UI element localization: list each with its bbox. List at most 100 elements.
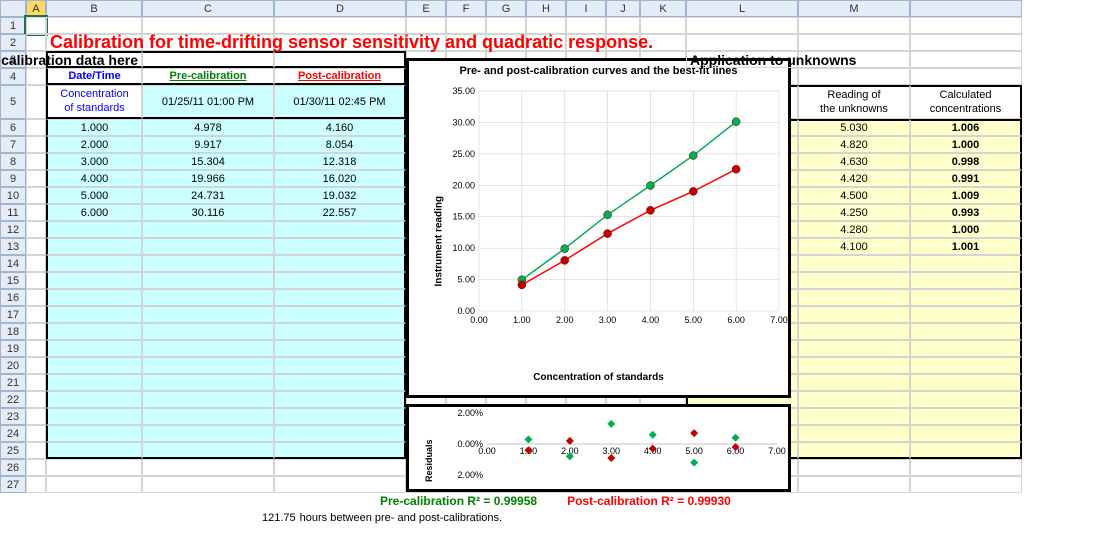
cell[interactable] — [26, 85, 46, 119]
cell[interactable] — [142, 289, 274, 306]
cell[interactable] — [46, 442, 142, 459]
cell[interactable] — [274, 408, 406, 425]
cell[interactable]: 01/30/11 02:45 PM — [274, 85, 406, 119]
row-header[interactable]: 23 — [0, 408, 26, 425]
cell[interactable] — [26, 119, 46, 136]
cell[interactable] — [26, 136, 46, 153]
cell[interactable]: 4.000 — [46, 170, 142, 187]
col-header[interactable]: B — [46, 0, 142, 17]
cell[interactable] — [910, 51, 1022, 68]
cell[interactable]: Pre-calibration — [142, 68, 274, 85]
cell[interactable]: 1.000 — [910, 136, 1022, 153]
cell[interactable] — [274, 476, 406, 493]
cell[interactable] — [910, 272, 1022, 289]
cell[interactable] — [274, 289, 406, 306]
col-header[interactable]: H — [526, 0, 566, 17]
cell[interactable] — [910, 391, 1022, 408]
cell[interactable]: 12.318 — [274, 153, 406, 170]
cell[interactable] — [142, 340, 274, 357]
cell[interactable] — [26, 17, 46, 34]
cell[interactable] — [274, 357, 406, 374]
cell[interactable]: 0.991 — [910, 170, 1022, 187]
cell[interactable]: 16.020 — [274, 170, 406, 187]
row-header[interactable]: 5 — [0, 85, 26, 119]
cell[interactable] — [274, 238, 406, 255]
cell[interactable]: 4.978 — [142, 119, 274, 136]
cell[interactable] — [46, 221, 142, 238]
cell[interactable] — [26, 306, 46, 323]
cell[interactable]: Concentrationof standards — [46, 85, 142, 119]
cell[interactable]: 5.000 — [46, 187, 142, 204]
cell[interactable] — [798, 425, 910, 442]
cell[interactable] — [910, 374, 1022, 391]
cell[interactable]: 4.630 — [798, 153, 910, 170]
cell[interactable]: Calibration for time-drifting sensor sen… — [46, 34, 142, 51]
cell[interactable] — [26, 408, 46, 425]
cell[interactable] — [26, 357, 46, 374]
cell[interactable] — [26, 68, 46, 85]
cell[interactable] — [274, 221, 406, 238]
cell[interactable] — [142, 374, 274, 391]
cell[interactable] — [274, 391, 406, 408]
cell[interactable] — [142, 391, 274, 408]
cell[interactable]: Enter calibration data here — [46, 51, 142, 68]
row-header[interactable]: 22 — [0, 391, 26, 408]
row-header[interactable]: 12 — [0, 221, 26, 238]
cell[interactable] — [26, 238, 46, 255]
cell[interactable] — [910, 408, 1022, 425]
cell[interactable] — [46, 323, 142, 340]
cell[interactable]: 5.030 — [798, 119, 910, 136]
col-header[interactable]: I — [566, 0, 606, 17]
cell[interactable] — [46, 289, 142, 306]
cell[interactable] — [142, 51, 274, 68]
cell[interactable] — [26, 323, 46, 340]
cell[interactable] — [26, 187, 46, 204]
cell[interactable]: 0.998 — [910, 153, 1022, 170]
cell[interactable]: 4.250 — [798, 204, 910, 221]
calibration-chart[interactable]: Pre- and post-calibration curves and the… — [406, 58, 791, 398]
cell[interactable]: 9.917 — [142, 136, 274, 153]
cell[interactable] — [26, 442, 46, 459]
cell[interactable] — [798, 323, 910, 340]
cell[interactable] — [798, 68, 910, 85]
cell[interactable]: 1.001 — [910, 238, 1022, 255]
cell[interactable]: 4.280 — [798, 221, 910, 238]
row-header[interactable]: 14 — [0, 255, 26, 272]
cell[interactable] — [910, 255, 1022, 272]
cell[interactable]: 30.116 — [142, 204, 274, 221]
cell[interactable] — [274, 340, 406, 357]
cell[interactable] — [274, 306, 406, 323]
cell[interactable]: 0.993 — [910, 204, 1022, 221]
row-header[interactable]: 19 — [0, 340, 26, 357]
cell[interactable] — [910, 442, 1022, 459]
cell[interactable] — [26, 340, 46, 357]
cell[interactable] — [142, 408, 274, 425]
cell[interactable] — [26, 459, 46, 476]
cell[interactable]: 15.304 — [142, 153, 274, 170]
cell[interactable]: Application to unknowns — [686, 51, 798, 68]
cell[interactable] — [910, 476, 1022, 493]
cell[interactable]: 19.966 — [142, 170, 274, 187]
cell[interactable] — [26, 272, 46, 289]
cell[interactable] — [910, 68, 1022, 85]
cell[interactable] — [46, 272, 142, 289]
cell[interactable]: Date/Time — [46, 68, 142, 85]
cell[interactable] — [798, 340, 910, 357]
cell[interactable] — [26, 221, 46, 238]
residuals-chart[interactable]: Residuals -2.00%0.00%2.00%0.001.002.003.… — [406, 404, 791, 492]
cell[interactable] — [910, 17, 1022, 34]
col-header[interactable]: E — [406, 0, 446, 17]
cell[interactable]: Calculatedconcentrations — [910, 85, 1022, 119]
row-header[interactable]: 27 — [0, 476, 26, 493]
cell[interactable] — [798, 272, 910, 289]
cell[interactable] — [798, 17, 910, 34]
cell[interactable]: 4.100 — [798, 238, 910, 255]
row-header[interactable]: 2 — [0, 34, 26, 51]
cell[interactable] — [274, 442, 406, 459]
row-header[interactable]: 1 — [0, 17, 26, 34]
row-header[interactable]: 18 — [0, 323, 26, 340]
cell[interactable]: Reading ofthe unknowns — [798, 85, 910, 119]
cell[interactable] — [46, 425, 142, 442]
cell[interactable] — [142, 459, 274, 476]
cell[interactable] — [142, 238, 274, 255]
